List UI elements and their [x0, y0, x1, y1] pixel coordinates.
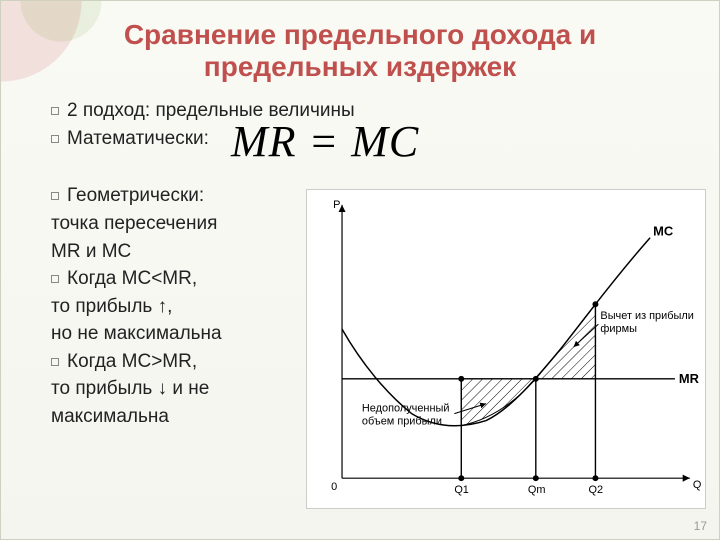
y-axis-label: P: [333, 199, 340, 211]
dot-q1-base: [458, 475, 464, 481]
q2-label: Q2: [588, 484, 603, 496]
left-hatch-area: [461, 379, 536, 426]
dot-q2-base: [592, 475, 598, 481]
annot-right-1: Вычет из прибыли: [600, 310, 693, 322]
annot-left-2: объем прибыли: [362, 416, 442, 428]
slide: Сравнение предельного дохода и предельны…: [0, 0, 720, 540]
page-number: 17: [694, 519, 707, 533]
dot-q1-top: [458, 376, 464, 382]
dot-qm-base: [533, 475, 539, 481]
mc-mr-graph: P Q 0 MR MC Q1 Qm: [306, 189, 706, 509]
formula-mr-eq-mc: MR = MC: [231, 116, 419, 167]
qm-label: Qm: [528, 484, 546, 496]
q1-label: Q1: [454, 484, 469, 496]
annot-left-1: Недополученный: [362, 403, 450, 415]
mr-label: MR: [679, 371, 700, 386]
origin-label: 0: [331, 481, 337, 493]
annot-right-2: фирмы: [600, 323, 637, 335]
dot-qm-top: [533, 376, 539, 382]
corner-decoration: [1, 1, 201, 101]
x-axis-label: Q: [693, 479, 702, 491]
dot-q2-top: [592, 301, 598, 307]
graph-svg: P Q 0 MR MC Q1 Qm: [307, 190, 705, 508]
mc-label: MC: [653, 224, 673, 239]
